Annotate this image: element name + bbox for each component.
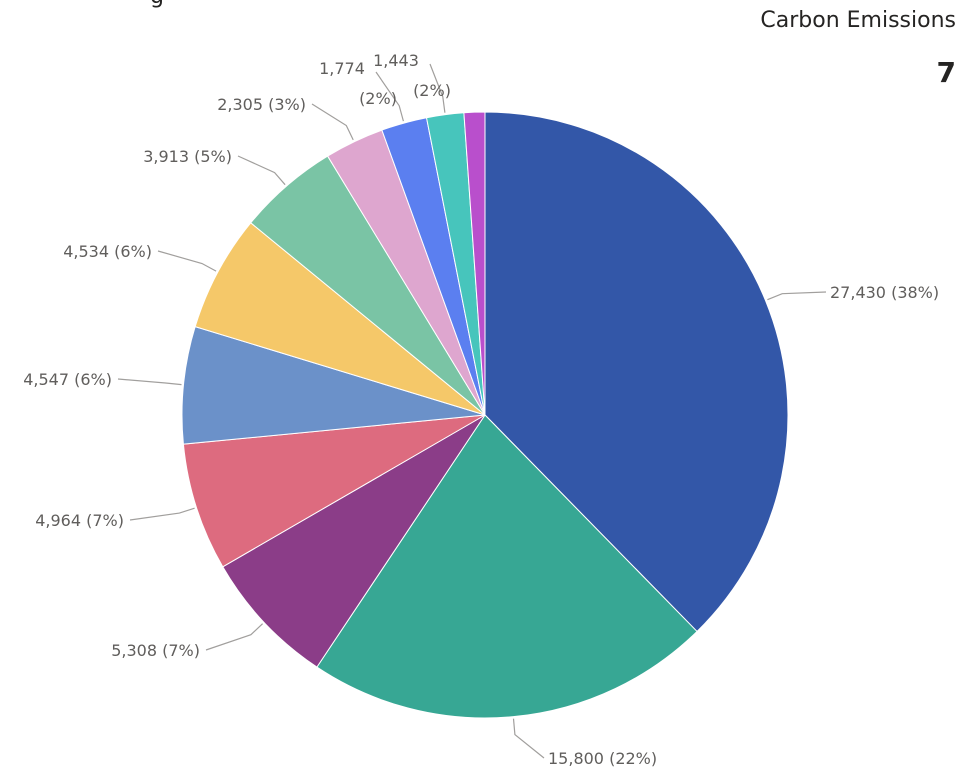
pie-slice-11[interactable] <box>463 111 486 416</box>
data-label-5: 4,547 (6%) <box>23 370 112 389</box>
data-label-7: 3,913 (5%) <box>143 147 232 166</box>
leader-line-2 <box>512 718 545 759</box>
leader-lines <box>117 63 827 759</box>
pie-slice-6[interactable] <box>194 222 486 416</box>
pie-slice-1[interactable] <box>484 111 789 633</box>
kpi-value: 7 <box>936 56 956 89</box>
pie-slices <box>181 111 789 719</box>
data-label-9: 1,774 (2%) <box>319 59 397 108</box>
data-label-6: 4,534 (6%) <box>63 242 152 261</box>
leader-line-4 <box>129 507 195 521</box>
data-label-4: 4,964 (7%) <box>35 511 124 530</box>
pie-slice-4[interactable] <box>182 414 486 568</box>
data-label-1: 27,430 (38%) <box>830 283 939 302</box>
data-label-3: 5,308 (7%) <box>111 641 200 660</box>
leader-line-5 <box>117 378 182 386</box>
pie-slice-5[interactable] <box>181 326 486 445</box>
leader-line-6 <box>157 250 217 272</box>
leader-line-8 <box>311 103 354 141</box>
leader-line-10 <box>429 63 446 113</box>
leader-line-7 <box>237 155 286 186</box>
leader-line-3 <box>205 623 264 651</box>
data-label-2: 15,800 (22%) <box>548 749 657 768</box>
pie-slice-2[interactable] <box>316 414 698 719</box>
data-labels: 27,430 (38%) 15,800 (22%) 5,308 (7%) 4,964 … <box>23 51 939 768</box>
leader-line-9 <box>375 71 404 122</box>
kpi-title: Carbon Emissions <box>760 8 956 33</box>
data-label-8: 2,305 (3%) <box>217 95 306 114</box>
leader-line-1 <box>767 291 827 301</box>
pie-slice-3[interactable] <box>222 414 486 668</box>
data-label-10: 1,443 (2%) <box>373 51 451 100</box>
cut-off-title: g <box>150 0 164 9</box>
